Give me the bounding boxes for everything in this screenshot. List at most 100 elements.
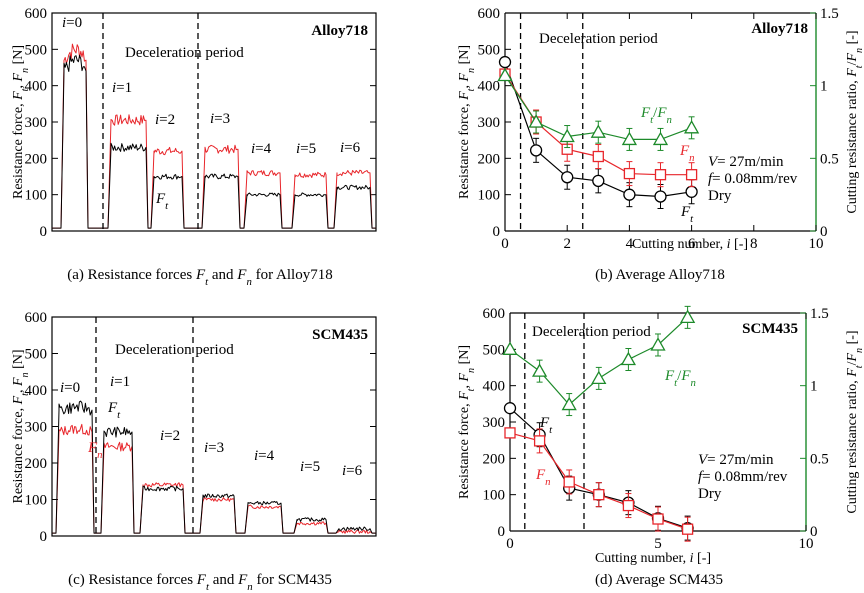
y-tick-label: 300 bbox=[478, 115, 501, 131]
y-tick-label: 200 bbox=[478, 151, 501, 167]
y2-tick-label: 0 bbox=[820, 224, 828, 240]
condition-text: f= 0.08mm/rev bbox=[698, 469, 788, 485]
deceleration-label: Deceleration period bbox=[115, 342, 234, 358]
x-tick-label: 10 bbox=[809, 236, 824, 252]
deceleration-label: Deceleration period bbox=[125, 45, 244, 61]
y-axis-label: Resistance force, Ft, Fn [N] bbox=[457, 45, 477, 199]
point-Fn bbox=[622, 499, 635, 512]
material-label: SCM435 bbox=[312, 327, 368, 343]
y-axis-label: Resistance force, Ft, Fn [N] bbox=[11, 45, 31, 199]
y-tick-label: 400 bbox=[25, 383, 48, 399]
series-label-Fn: Fn bbox=[535, 467, 551, 488]
point-Ft bbox=[623, 188, 636, 201]
y2-tick-label: 1.5 bbox=[820, 6, 839, 22]
y-tick-label: 0 bbox=[493, 224, 501, 240]
y-tick-label: 500 bbox=[25, 347, 48, 363]
segment-label: i=2 bbox=[160, 428, 180, 444]
point-Fn bbox=[654, 169, 667, 181]
condition-text: V= 27m/min bbox=[698, 452, 774, 468]
y-tick-label: 300 bbox=[25, 420, 48, 436]
y-tick-label: 500 bbox=[25, 42, 48, 58]
x-tick-label: 2 bbox=[563, 236, 571, 252]
point-Ft/Fn bbox=[621, 131, 638, 146]
condition-text: Dry bbox=[698, 486, 722, 502]
segment-label: i=5 bbox=[300, 459, 320, 475]
point-Ft bbox=[503, 402, 517, 415]
y-tick-label: 500 bbox=[483, 342, 506, 358]
series-Fn-c bbox=[52, 423, 376, 534]
point-Ft/Fn bbox=[652, 131, 669, 146]
series-Fn-a bbox=[52, 43, 376, 229]
x-axis-label: Cutting number, i [-] bbox=[595, 551, 711, 566]
series-Ft-c bbox=[52, 400, 376, 534]
y2-axis-label: Cutting resistance ratio, Ft/Fn [-] bbox=[845, 330, 864, 513]
y-tick-label: 100 bbox=[478, 188, 501, 204]
y-tick-label: 600 bbox=[483, 306, 506, 322]
segment-label: i=2 bbox=[155, 112, 175, 128]
point-Ft/Fn bbox=[561, 396, 577, 411]
y-axis-label: Resistance force, Ft, Fn [N] bbox=[11, 349, 31, 503]
deceleration-label: Deceleration period bbox=[539, 31, 658, 47]
segment-label: i=3 bbox=[210, 111, 230, 127]
point-Fn bbox=[623, 167, 636, 180]
y-tick-label: 0 bbox=[498, 524, 506, 540]
material-label: Alloy718 bbox=[311, 23, 368, 39]
point-Ft/Fn bbox=[683, 119, 700, 134]
x-tick-label: 5 bbox=[654, 536, 662, 552]
x-axis-label: Cutting number, i [-] bbox=[632, 237, 748, 252]
ft-label: Ft bbox=[155, 191, 169, 212]
series-label-Ft/Fn: Ft/Fn bbox=[664, 368, 696, 389]
segment-label: i=5 bbox=[296, 141, 316, 157]
series-label-Ft/Fn: Ft/Fn bbox=[640, 105, 672, 126]
series-label-Ft: Ft bbox=[680, 204, 694, 225]
y-tick-label: 600 bbox=[478, 6, 501, 22]
segment-label: i=4 bbox=[254, 448, 275, 464]
y-tick-label: 500 bbox=[478, 42, 501, 58]
series-label-Fn: Fn bbox=[679, 143, 695, 164]
x-tick-label: 4 bbox=[626, 236, 634, 252]
y2-tick-label: 0 bbox=[810, 524, 818, 540]
point-Ft bbox=[498, 55, 512, 69]
y-tick-label: 300 bbox=[25, 115, 48, 131]
y-tick-label: 0 bbox=[40, 529, 48, 545]
material-label: SCM435 bbox=[742, 321, 798, 337]
y-tick-label: 0 bbox=[40, 224, 48, 240]
y-tick-label: 600 bbox=[25, 6, 48, 22]
segment-label: i=1 bbox=[110, 374, 130, 390]
point-Fn bbox=[592, 150, 604, 163]
segment-label: i=0 bbox=[62, 15, 82, 31]
y-tick-label: 300 bbox=[483, 415, 506, 431]
x-tick-label: 6 bbox=[688, 236, 696, 252]
point-Ft bbox=[529, 144, 543, 157]
y-tick-label: 200 bbox=[25, 151, 48, 167]
point-Fn bbox=[685, 169, 698, 181]
y-tick-label: 400 bbox=[478, 79, 501, 95]
point-Ft/Fn bbox=[497, 67, 513, 82]
material-label: Alloy718 bbox=[751, 21, 808, 37]
caption-c: (c) Resistance forces Ft and Fn for SCM4… bbox=[68, 572, 332, 593]
y-tick-label: 100 bbox=[483, 488, 506, 504]
segment-label: i=0 bbox=[60, 380, 80, 396]
y-tick-label: 200 bbox=[483, 451, 506, 467]
y-tick-label: 600 bbox=[25, 310, 48, 326]
point-Fn bbox=[533, 435, 546, 447]
condition-text: f= 0.08mm/rev bbox=[708, 171, 798, 187]
caption-a: (a) Resistance forces Ft and Fn for Allo… bbox=[67, 267, 332, 288]
y2-tick-label: 0.5 bbox=[820, 151, 839, 167]
segment-label: i=1 bbox=[112, 80, 132, 96]
x-tick-label: 0 bbox=[501, 236, 509, 252]
y-tick-label: 100 bbox=[25, 493, 48, 509]
series-Ft-a bbox=[52, 54, 376, 229]
point-Fn bbox=[652, 513, 664, 525]
caption-d: (d) Average SCM435 bbox=[595, 572, 723, 588]
point-Ft bbox=[592, 174, 605, 188]
point-Ft/Fn bbox=[590, 124, 606, 138]
x-tick-label: 0 bbox=[506, 536, 514, 552]
point-Ft/Fn bbox=[528, 114, 544, 128]
point-Ft/Fn bbox=[531, 363, 548, 377]
point-Fn bbox=[593, 489, 605, 501]
point-Ft bbox=[654, 190, 667, 203]
point-Ft/Fn bbox=[559, 128, 575, 143]
point-Ft/Fn bbox=[650, 337, 666, 351]
point-Ft/Fn bbox=[591, 370, 607, 385]
